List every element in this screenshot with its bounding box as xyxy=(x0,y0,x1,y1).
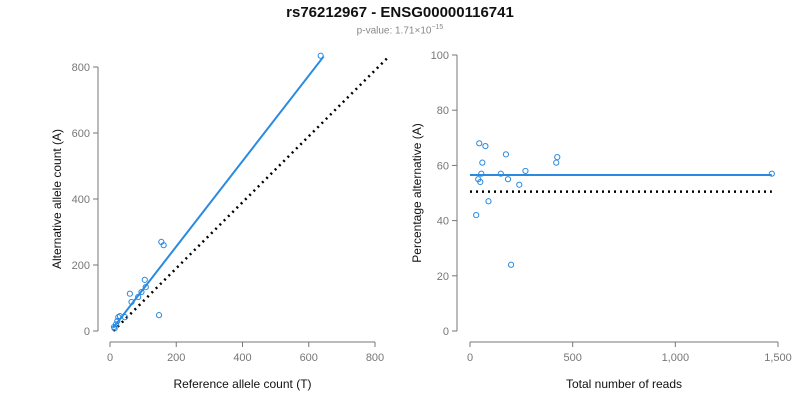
left-chart-reference-line xyxy=(112,56,390,332)
left-chart-point xyxy=(160,242,167,249)
right-chart-y-tick-label: 20 xyxy=(437,271,449,283)
right-chart-y-tick-label: 0 xyxy=(443,326,449,338)
left-chart-point xyxy=(110,323,118,331)
right-chart-point xyxy=(768,170,775,177)
left-chart-point xyxy=(128,298,135,306)
left-chart-point xyxy=(141,276,148,283)
p-value-text: p-value: 1.71×10 xyxy=(356,25,432,37)
right-chart-point xyxy=(497,170,504,177)
right-chart-y-tick-label: 80 xyxy=(437,105,449,117)
left-chart-point xyxy=(114,318,121,325)
right-chart-y-axis-label: Percentage alternative (A) xyxy=(410,123,424,262)
right-chart-point xyxy=(516,181,523,188)
right-chart-y-tick-label: 40 xyxy=(437,216,449,228)
left-chart-point xyxy=(142,284,149,291)
left-chart-x-tick-label: 200 xyxy=(167,352,185,364)
left-chart-x-tick-label: 600 xyxy=(300,352,318,364)
left-chart-y-tick-label: 600 xyxy=(72,128,90,140)
right-chart-point xyxy=(522,167,529,175)
right-chart-x-tick-label: 0 xyxy=(467,352,473,364)
right-chart-y-tick-label: 100 xyxy=(431,50,449,62)
left-chart-y-tick-label: 0 xyxy=(84,326,90,338)
right-chart-point xyxy=(482,142,489,150)
left-chart-fit-line xyxy=(112,55,325,329)
chart-subtitle: p-value: 1.71×10−15 xyxy=(0,24,800,36)
left-chart-y-tick-label: 400 xyxy=(72,194,90,206)
right-chart-point xyxy=(502,151,510,158)
right-chart-point xyxy=(554,154,561,161)
p-value-exponent: −15 xyxy=(431,24,444,31)
left-chart-x-tick-label: 400 xyxy=(233,352,251,364)
right-chart-point xyxy=(473,211,480,219)
left-chart-y-axis-label: Alternative allele count (A) xyxy=(50,129,64,269)
left-chart: 0 200 400 600 800 0 200 400 600 800 Reference alle… xyxy=(50,52,390,391)
left-chart-point xyxy=(135,293,142,301)
right-chart: 0 500 1,000 1,500 0 20 40 60 80 100 Total number o… xyxy=(410,50,792,391)
right-chart-point xyxy=(553,159,560,166)
right-chart-point xyxy=(507,261,515,268)
left-chart-point xyxy=(126,290,133,297)
left-chart-x-tick-label: 800 xyxy=(366,352,384,364)
right-chart-x-axis-label: Total number of reads xyxy=(566,377,682,391)
right-chart-x-tick-label: 1,500 xyxy=(764,352,792,364)
right-chart-point xyxy=(504,176,512,183)
chart-title: rs76212967 - ENSG00000116741 xyxy=(286,4,514,21)
left-chart-x-axis-label: Reference allele count (T) xyxy=(173,377,311,391)
left-chart-point xyxy=(317,52,324,59)
right-chart-point xyxy=(476,140,483,147)
right-chart-y-tick-label: 60 xyxy=(437,160,449,172)
right-chart-point xyxy=(477,178,484,186)
left-chart-y-tick-label: 200 xyxy=(72,260,90,272)
right-chart-x-tick-label: 1,000 xyxy=(662,352,690,364)
right-chart-x-tick-label: 500 xyxy=(563,352,581,364)
left-chart-point xyxy=(138,288,145,296)
left-chart-y-tick-label: 800 xyxy=(72,62,90,74)
left-chart-point xyxy=(155,312,163,319)
right-chart-point xyxy=(485,198,492,205)
left-chart-x-tick-label: 0 xyxy=(107,352,113,364)
right-chart-point xyxy=(479,159,486,166)
left-chart-point xyxy=(121,314,129,321)
right-chart-point xyxy=(478,170,485,177)
